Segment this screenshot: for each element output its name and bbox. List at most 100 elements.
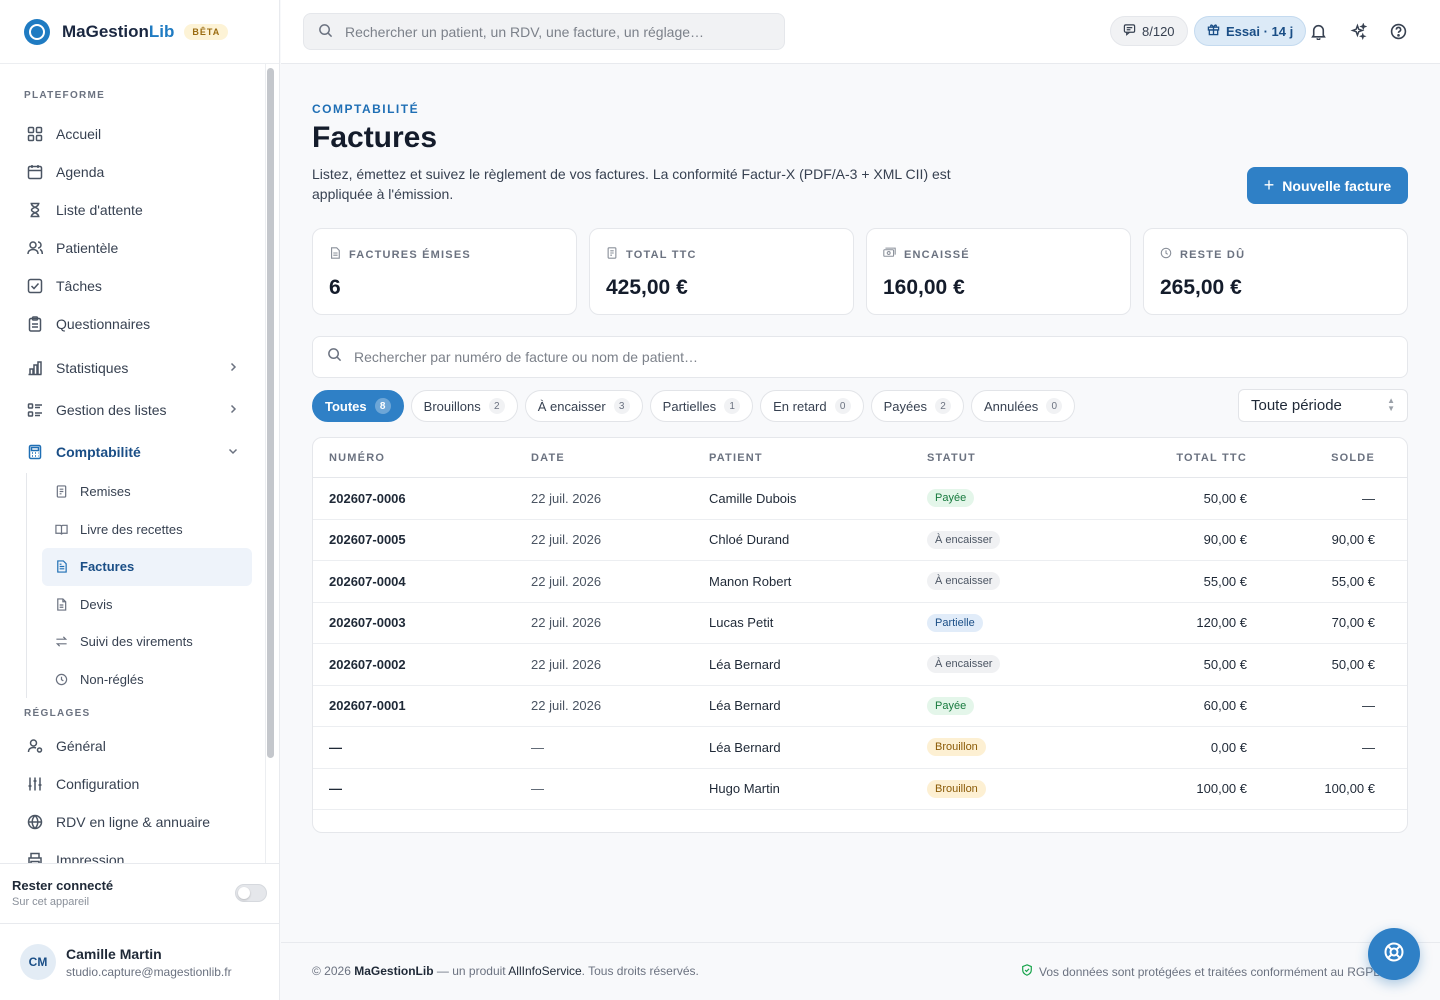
user-profile[interactable]: CM Camille Martin studio.capture@magesti… <box>0 923 280 1000</box>
bell-icon[interactable] <box>1307 20 1329 42</box>
invoice-total: 100,00 € <box>1196 781 1247 797</box>
invoice-total: 55,00 € <box>1203 573 1247 589</box>
sidebar-group-comptabilite[interactable]: Comptabilité <box>0 431 280 473</box>
filter-chip-late[interactable]: En retard 0 <box>760 390 864 422</box>
table-row[interactable]: 202607-0006 22 juil. 2026 Camille Dubois… <box>313 478 1407 520</box>
column-header-number[interactable]: NUMÉRO <box>329 451 386 464</box>
sidebar-item-taches[interactable]: Tâches <box>0 267 280 305</box>
sparkles-icon[interactable] <box>1347 20 1369 42</box>
section-label-settings: RÉGLAGES <box>24 708 91 719</box>
help-icon[interactable] <box>1387 20 1409 42</box>
invoice-total: 120,00 € <box>1196 615 1247 631</box>
sidebar-subitem-non-regles[interactable]: Non-réglés <box>0 661 280 699</box>
invoice-balance: 70,00 € <box>1331 615 1375 631</box>
global-search-input[interactable] <box>345 23 745 40</box>
checkbox-icon <box>26 277 44 295</box>
invoice-number: — <box>329 781 342 797</box>
invoice-icon <box>54 560 68 574</box>
table-row[interactable]: 202607-0002 22 juil. 2026 Léa Bernard À … <box>313 644 1407 686</box>
invoice-patient: Léa Bernard <box>709 698 781 714</box>
invoice-date: — <box>531 739 544 755</box>
support-lifebuoy-button[interactable] <box>1368 928 1420 980</box>
cash-icon <box>883 247 896 262</box>
sidebar-item-general[interactable]: Général <box>0 727 280 765</box>
sidebar-item-rdv-en-ligne[interactable]: RDV en ligne & annuaire <box>0 803 280 841</box>
kpi-label: FACTURES ÉMISES <box>349 248 471 261</box>
sms-counter[interactable]: 8/120 <box>1110 16 1188 46</box>
invoice-balance: 55,00 € <box>1331 573 1375 589</box>
filter-count: 0 <box>834 398 851 414</box>
grid-icon <box>26 125 44 143</box>
sidebar-item-impression[interactable]: Impression <box>0 841 280 863</box>
sidebar-item-agenda[interactable]: Agenda <box>0 153 280 191</box>
filter-chip-drafts[interactable]: Brouillons 2 <box>410 390 518 422</box>
footer-brand-link[interactable]: MaGestionLib <box>354 964 434 978</box>
table-row[interactable]: 202607-0005 22 juil. 2026 Chloé Durand À… <box>313 520 1407 561</box>
invoice-balance: — <box>1362 739 1375 755</box>
column-header-status[interactable]: STATUT <box>927 451 976 464</box>
table-row[interactable]: — — Hugo Martin Brouillon 100,00 € 100,0… <box>313 769 1407 810</box>
column-header-patient[interactable]: PATIENT <box>709 451 763 464</box>
sidebar-item-patientele[interactable]: Patientèle <box>0 229 280 267</box>
filter-count: 3 <box>613 398 630 414</box>
invoice-date: 22 juil. 2026 <box>531 490 602 506</box>
kpi-label: RESTE DÛ <box>1180 248 1246 261</box>
table-row[interactable]: 202607-0004 22 juil. 2026 Manon Robert À… <box>313 561 1407 603</box>
invoice-date: 22 juil. 2026 <box>531 656 602 672</box>
table-row[interactable]: 202607-0001 22 juil. 2026 Léa Bernard Pa… <box>313 686 1407 727</box>
sidebar-scrollbar[interactable] <box>267 68 274 758</box>
sidebar-nav: PLATEFORME Accueil Agenda Liste d'attent… <box>0 64 280 863</box>
invoice-date: 22 juil. 2026 <box>531 698 602 714</box>
brand[interactable]: MaGestionLib BÊTA <box>0 0 279 64</box>
column-header-total[interactable]: TOTAL TTC <box>1176 451 1247 464</box>
invoice-patient: Hugo Martin <box>709 781 780 797</box>
kpi-label: ENCAISSÉ <box>904 248 970 261</box>
period-select[interactable]: Toute période ▲ ▼ <box>1238 389 1408 422</box>
invoice-number: 202607-0001 <box>329 698 406 714</box>
sidebar-subitem-devis[interactable]: Devis <box>0 586 280 624</box>
sidebar: MaGestionLib BÊTA PLATEFORME Accueil Age… <box>0 0 280 1000</box>
plus-icon: + <box>1263 175 1275 195</box>
footer-company-link[interactable]: AllInfoService <box>508 964 582 978</box>
column-header-balance[interactable]: SOLDE <box>1331 451 1375 464</box>
sidebar-group-statistiques[interactable]: Statistiques <box>0 347 280 389</box>
table-row[interactable]: — — Léa Bernard Brouillon 0,00 € — <box>313 727 1407 769</box>
sidebar-subitem-remises[interactable]: Remises <box>0 473 280 511</box>
invoice-number: 202607-0004 <box>329 573 406 589</box>
sidebar-group-gestion-listes[interactable]: Gestion des listes <box>0 389 280 431</box>
invoice-number: — <box>329 739 342 755</box>
sidebar-item-accueil[interactable]: Accueil <box>0 115 280 153</box>
filter-chip-partial[interactable]: Partielles 1 <box>649 390 754 422</box>
sidebar-subitem-factures[interactable]: Factures <box>42 548 252 586</box>
gift-icon <box>1207 23 1220 39</box>
filter-chip-cancelled[interactable]: Annulées 0 <box>971 390 1076 422</box>
table-row[interactable]: 202607-0003 22 juil. 2026 Lucas Petit Pa… <box>313 603 1407 644</box>
sidebar-item-questionnaires[interactable]: Questionnaires <box>0 305 280 343</box>
invoice-patient: Léa Bernard <box>709 739 781 755</box>
column-header-date[interactable]: DATE <box>531 451 565 464</box>
invoice-search-input[interactable] <box>354 349 1354 365</box>
stay-connected-subtitle: Sur cet appareil <box>12 896 90 908</box>
kpi-value: 160,00 € <box>883 276 965 299</box>
user-email: studio.capture@magestionlib.fr <box>66 964 232 979</box>
transfer-icon <box>54 635 68 649</box>
filter-chip-paid[interactable]: Payées 2 <box>870 390 964 422</box>
invoice-icon <box>329 247 341 262</box>
filter-chip-all[interactable]: Toutes 8 <box>312 390 404 422</box>
status-badge: Payée <box>927 489 975 508</box>
status-badge: Partielle <box>927 613 983 632</box>
filter-chip-to-cash[interactable]: À encaisser 3 <box>524 390 643 422</box>
sidebar-subitem-livre-recettes[interactable]: Livre des recettes <box>0 511 280 549</box>
global-search[interactable] <box>303 13 785 50</box>
sidebar-item-configuration[interactable]: Configuration <box>0 765 280 803</box>
document-icon <box>54 597 68 611</box>
trial-badge[interactable]: Essai · 14 j <box>1194 16 1307 46</box>
sidebar-item-liste-attente[interactable]: Liste d'attente <box>0 191 280 229</box>
new-invoice-button[interactable]: + Nouvelle facture <box>1247 167 1408 204</box>
invoice-search[interactable] <box>312 336 1408 378</box>
status-badge: Brouillon <box>927 779 986 798</box>
sidebar-subitem-suivi-virements[interactable]: Suivi des virements <box>0 623 280 661</box>
stay-connected-toggle[interactable] <box>235 884 267 902</box>
receipt-icon <box>606 247 618 262</box>
invoice-balance: 50,00 € <box>1331 656 1375 672</box>
